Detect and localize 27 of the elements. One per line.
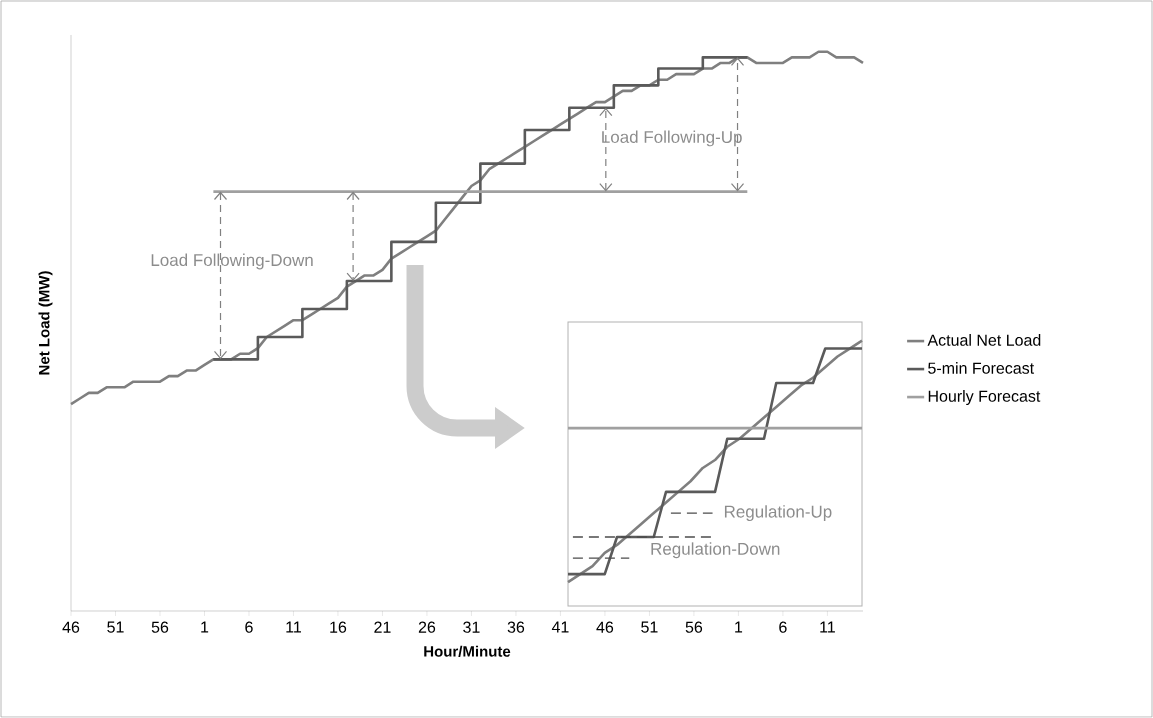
x-tick-label: 26: [418, 621, 436, 633]
x-tick-label: 6: [779, 621, 787, 633]
x-tick-label: 51: [641, 621, 658, 633]
legend-label: 5-min Forecast: [928, 362, 1035, 374]
y-axis-title: Net Load (MW): [38, 271, 53, 375]
x-tick-label: 11: [286, 621, 301, 633]
annotation: Regulation-Down: [651, 542, 780, 559]
x-tick-label: 11: [820, 621, 835, 633]
x-tick-label: 21: [374, 621, 391, 633]
x-tick-label: 56: [685, 621, 703, 633]
x-tick-label: 51: [107, 621, 124, 633]
x-tick-label: 41: [551, 621, 569, 633]
x-tick-label: 56: [151, 621, 169, 633]
x-tick-label: 1: [735, 621, 743, 633]
legend-label: Hourly Forecast: [928, 390, 1041, 405]
x-tick-label: 6: [245, 621, 253, 633]
annotation: Load Following-Up: [602, 130, 742, 147]
x-tick-label: 46: [62, 621, 80, 633]
x-tick-label: 46: [596, 621, 614, 633]
annotation: Load Following-Down: [151, 253, 313, 270]
x-tick-label: 36: [507, 621, 525, 633]
legend-label: Actual Net Load: [927, 334, 1041, 346]
annotation: Regulation-Up: [724, 505, 832, 522]
x-tick-label: 31: [463, 621, 480, 633]
x-tick-label: 1: [201, 621, 209, 633]
x-tick-label: 16: [330, 621, 347, 633]
x-axis-title: Hour/Minute: [424, 645, 511, 657]
